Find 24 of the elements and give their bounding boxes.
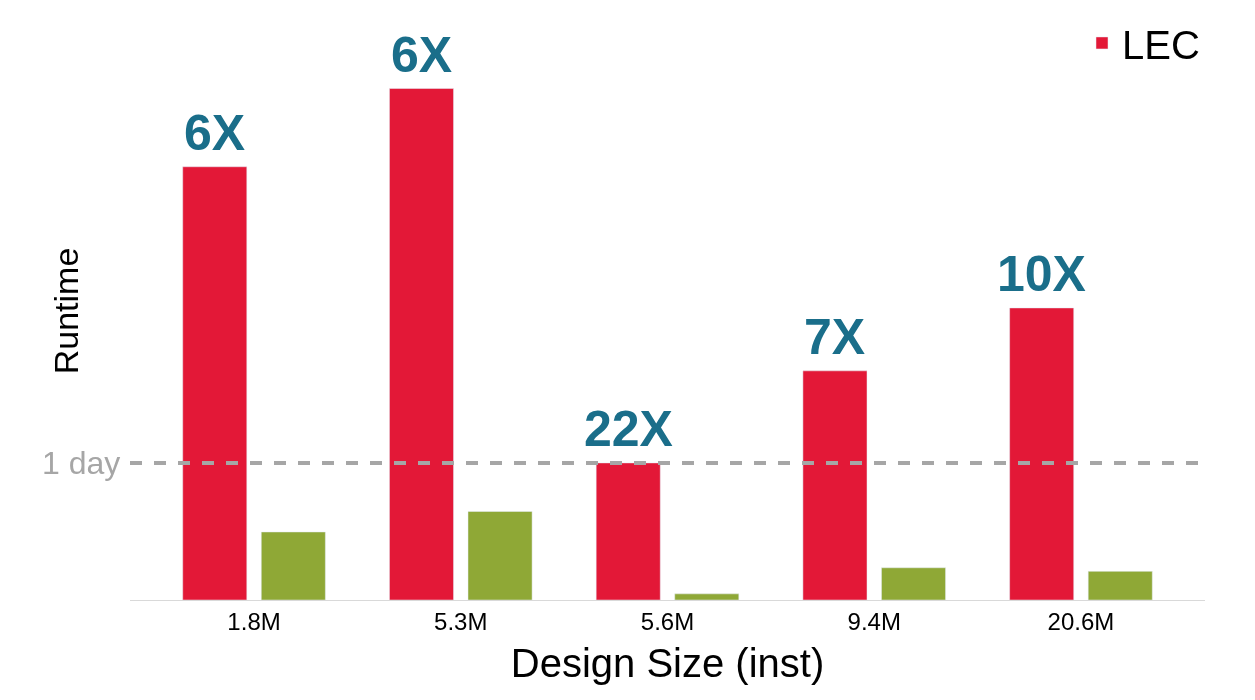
bar [674, 593, 740, 600]
x-axis-title: Design Size (inst) [510, 641, 825, 686]
annotation: 6X [184, 105, 246, 161]
text: 6X [391, 27, 453, 83]
y-axis-title: Runtime [46, 247, 85, 375]
bar [595, 462, 661, 600]
bar [389, 88, 454, 600]
bar [261, 531, 326, 600]
x-tick-label: 5.6M [640, 607, 695, 635]
bar [1087, 571, 1153, 600]
annotation: 10X [997, 246, 1086, 302]
bar [881, 567, 946, 600]
bar [467, 511, 533, 600]
ref-line-label: 1 day [42, 445, 121, 481]
x-tick-label: 1.8M [227, 607, 281, 635]
x-tick-label: 5.3M [434, 607, 488, 635]
x-tick-label: 9.4M [847, 607, 901, 635]
x-tick-label: 20.6M [1047, 607, 1115, 635]
bar [802, 370, 868, 600]
legend-label: LEC [1122, 22, 1200, 67]
bar [1009, 307, 1074, 600]
annotation: 7X [804, 309, 866, 365]
bar [182, 166, 248, 600]
annotation: 22X [584, 401, 673, 457]
